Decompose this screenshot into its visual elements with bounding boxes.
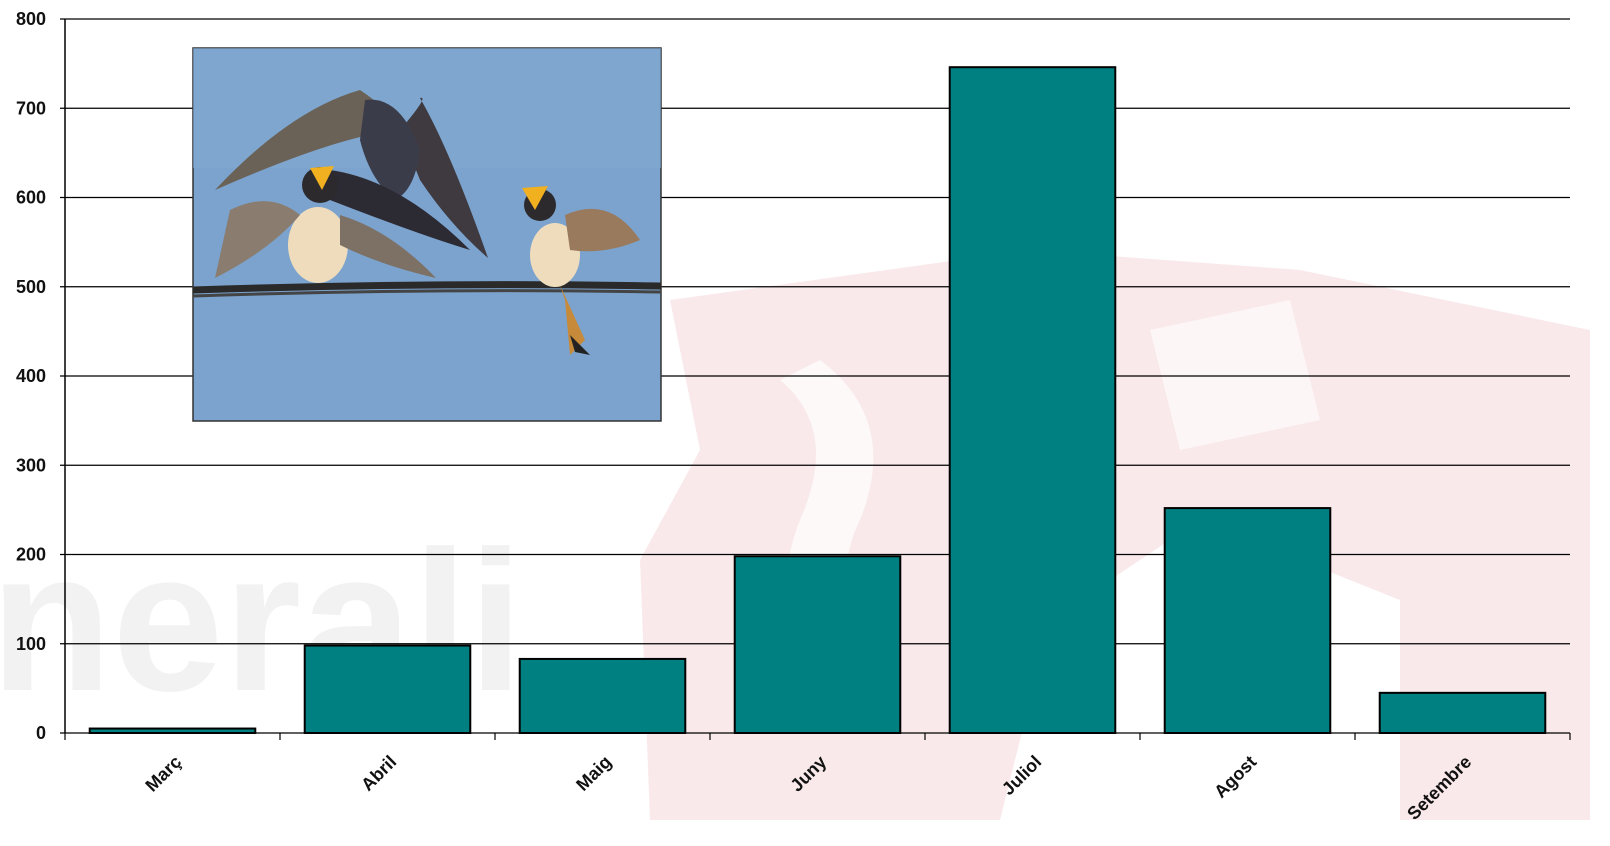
bar-març (88, 727, 257, 734)
y-tick-label-0: 0 (36, 723, 46, 743)
bar-agost (1163, 507, 1332, 734)
bar-juny (733, 555, 902, 734)
x-tick-label-abril: Abril (357, 752, 400, 795)
inset-photo-swallows (192, 47, 662, 422)
y-axis-tick-labels: 0 100 200 300 400 500 600 700 800 (16, 9, 46, 743)
x-tick-label-maig: Maig (572, 752, 615, 795)
y-tick-label-200: 200 (16, 545, 46, 565)
bar-juliol (948, 66, 1117, 734)
x-tick-label-agost: Agost (1210, 752, 1260, 802)
y-tick-label-800: 800 (16, 9, 46, 29)
y-tick-label-600: 600 (16, 188, 46, 208)
axes (64, 19, 1571, 740)
bar-maig (518, 657, 687, 734)
y-tick-label-500: 500 (16, 277, 46, 297)
y-tick-label-400: 400 (16, 366, 46, 386)
y-tick-label-100: 100 (16, 634, 46, 654)
bars (88, 66, 1547, 735)
x-tick-label-març: Març (141, 752, 185, 796)
y-tick-label-300: 300 (16, 455, 46, 475)
bar-abril (303, 644, 472, 734)
bar-setembre (1378, 691, 1547, 735)
y-tick-label-700: 700 (16, 98, 46, 118)
